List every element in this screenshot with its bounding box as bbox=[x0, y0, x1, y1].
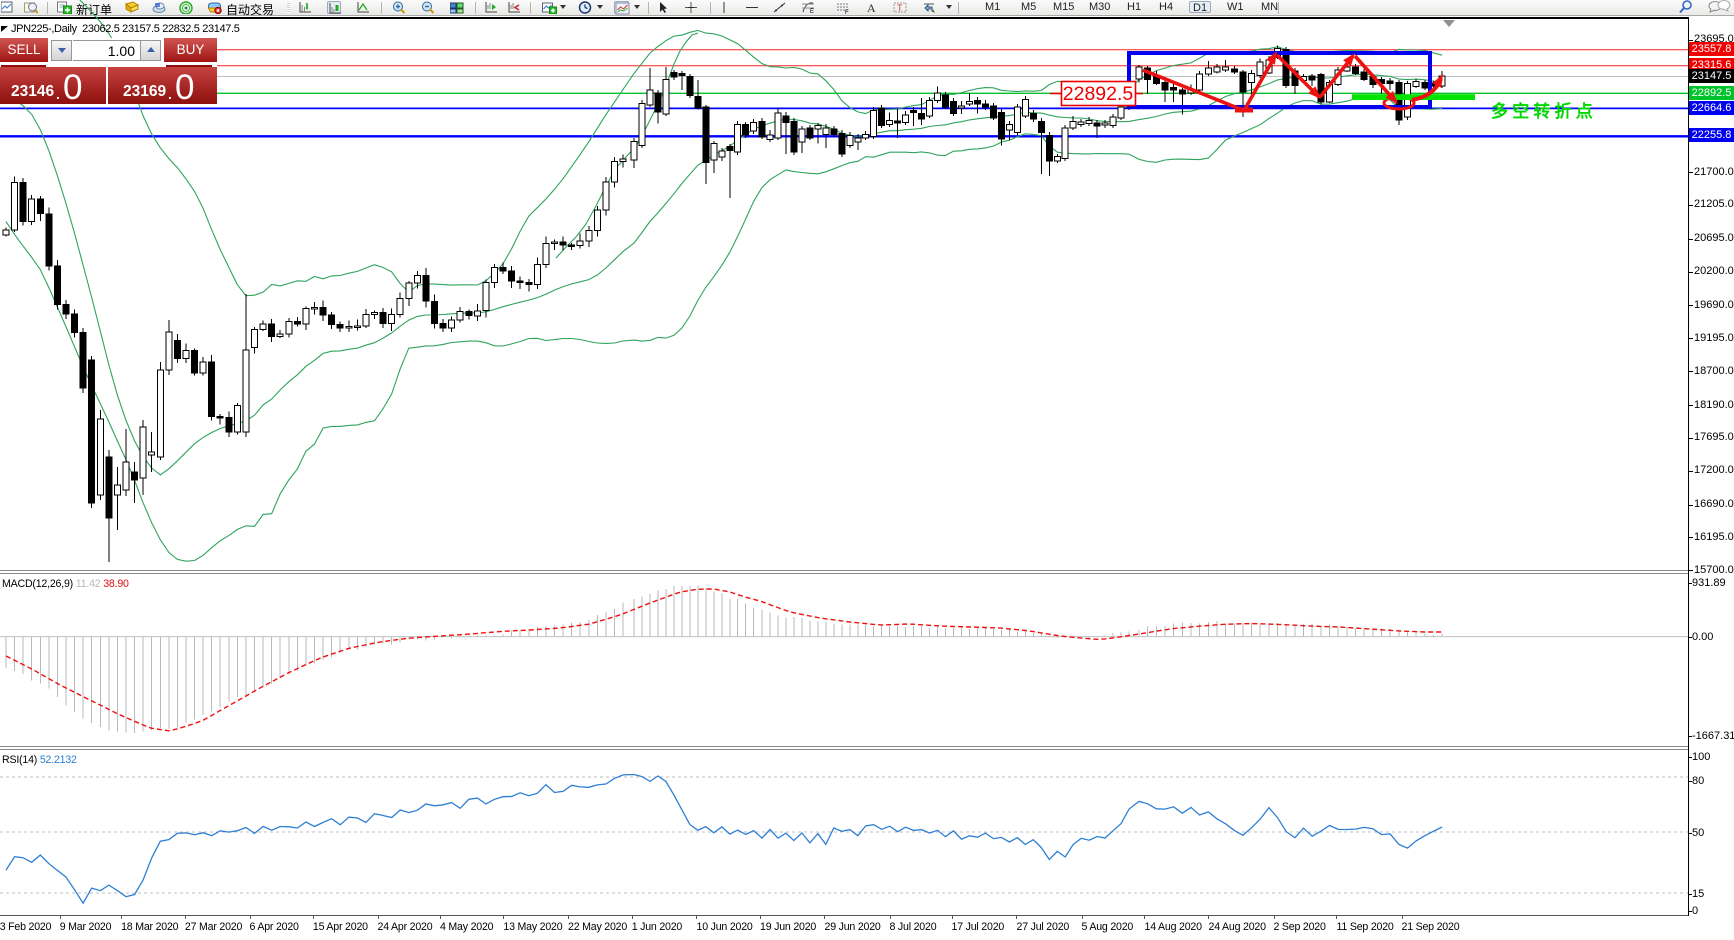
svg-text:E: E bbox=[810, 9, 814, 14]
svg-text:22892.5: 22892.5 bbox=[1063, 83, 1134, 105]
svg-text:F: F bbox=[845, 10, 849, 14]
svg-text:T: T bbox=[897, 3, 903, 13]
svg-text:A: A bbox=[867, 1, 876, 14]
svg-text:多空转折点: 多空转折点 bbox=[1491, 101, 1597, 121]
